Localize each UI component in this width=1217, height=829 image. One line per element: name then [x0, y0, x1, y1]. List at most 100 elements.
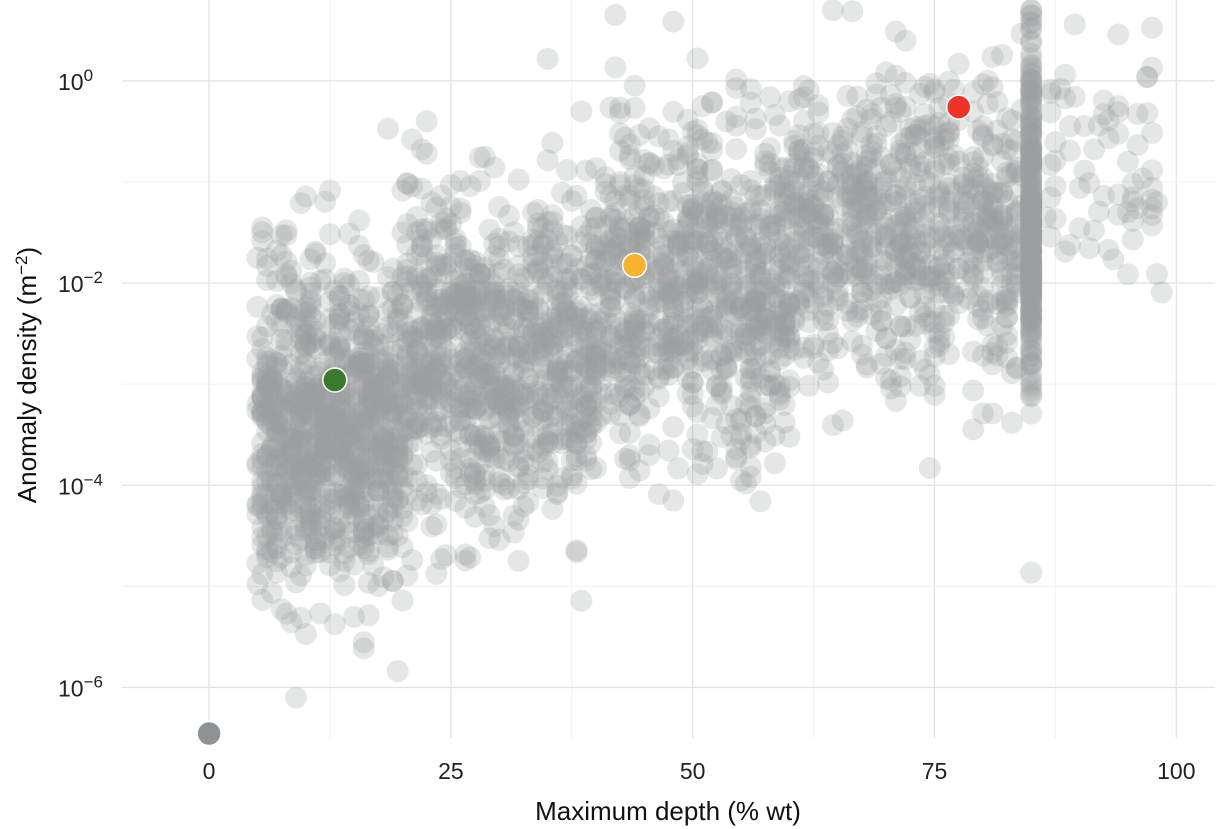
- scatter-point: [454, 272, 477, 295]
- scatter-point: [401, 320, 424, 343]
- scatter-point: [768, 348, 791, 371]
- scatter-point: [676, 382, 699, 405]
- scatter-point: [594, 166, 617, 189]
- scatter-point: [589, 310, 612, 333]
- scatter-point: [454, 281, 477, 304]
- scatter-point: [531, 312, 554, 335]
- scatter-point: [444, 457, 467, 480]
- scatter-point: [725, 105, 748, 128]
- scatter-point: [314, 433, 337, 456]
- scatter-point: [285, 370, 308, 393]
- scatter-point: [425, 277, 448, 300]
- scatter-point: [265, 351, 288, 374]
- scatter-point: [251, 385, 274, 408]
- scatter-point: [348, 437, 370, 460]
- scatter-point: [444, 419, 467, 442]
- scatter-point: [701, 196, 723, 219]
- scatter-point: [918, 457, 941, 479]
- scatter-point: [604, 189, 627, 212]
- scatter-point: [763, 103, 786, 126]
- scatter-point: [333, 574, 356, 597]
- scatter-point: [464, 287, 486, 310]
- scatter-point: [981, 227, 1004, 250]
- scatter-point: [260, 470, 283, 493]
- scatter-point: [449, 395, 472, 418]
- scatter-point: [367, 400, 390, 422]
- scatter-point: [531, 267, 554, 290]
- scatter-point: [343, 521, 366, 544]
- scatter-point: [348, 390, 370, 413]
- scatter-point: [778, 293, 801, 316]
- scatter-point: [372, 463, 395, 486]
- scatter-point: [575, 338, 598, 361]
- scatter-point: [396, 348, 419, 371]
- scatter-point: [797, 79, 820, 102]
- scatter-point: [362, 413, 385, 436]
- scatter-point: [396, 172, 419, 195]
- scatter-point: [720, 395, 743, 417]
- scatter-point: [894, 348, 917, 371]
- scatter-point: [647, 270, 670, 293]
- scatter-point: [594, 173, 617, 196]
- scatter-point: [1020, 380, 1043, 403]
- scatter-point: [391, 497, 414, 520]
- x-axis-ticks: 0 25 50 75 100: [203, 758, 1196, 784]
- scatter-point: [744, 357, 767, 380]
- scatter-point: [681, 371, 704, 394]
- scatter-point: [289, 451, 312, 474]
- scatter-point: [415, 289, 438, 312]
- scatter-point: [251, 386, 274, 409]
- scatter-point: [604, 383, 627, 406]
- scatter-point: [459, 423, 482, 446]
- scatter-point: [260, 468, 283, 490]
- scatter-point: [662, 326, 685, 349]
- y-axis-title-superscript: −2: [12, 255, 31, 274]
- scatter-point: [338, 497, 361, 519]
- scatter-point: [357, 249, 380, 272]
- scatter-point: [947, 223, 970, 246]
- scatter-point: [420, 294, 443, 317]
- scatter-point: [565, 312, 588, 335]
- scatter-point: [381, 405, 404, 428]
- scatter-point: [657, 276, 680, 298]
- scatter-point: [410, 376, 433, 399]
- scatter-point: [662, 287, 685, 310]
- scatter-point: [754, 396, 777, 419]
- scatter-point: [792, 279, 815, 302]
- scatter-point: [759, 375, 782, 398]
- scatter-point: [681, 383, 704, 406]
- scatter-point: [676, 135, 699, 158]
- scatter-point: [541, 387, 564, 410]
- scatter-point: [488, 528, 511, 551]
- scatter-point: [744, 184, 767, 207]
- scatter-point: [449, 288, 472, 311]
- scatter-point: [309, 440, 332, 463]
- scatter-point: [580, 274, 603, 297]
- scatter-point: [251, 400, 274, 423]
- scatter-point: [483, 329, 506, 352]
- scatter-point: [425, 298, 448, 320]
- scatter-point: [754, 301, 777, 324]
- scatter-point: [531, 321, 554, 344]
- scatter-point: [739, 298, 762, 321]
- scatter-point: [701, 305, 723, 327]
- scatter-point: [546, 361, 569, 384]
- scatter-point: [662, 218, 685, 241]
- scatter-point: [396, 364, 419, 387]
- scatter-point: [260, 491, 283, 514]
- scatter-point: [497, 382, 520, 404]
- scatter-point: [251, 365, 274, 388]
- scatter-point: [377, 444, 399, 467]
- scatter-point: [623, 96, 646, 119]
- scatter-point: [348, 356, 370, 379]
- scatter-point: [319, 492, 341, 515]
- scatter-point: [739, 234, 762, 257]
- scatter-point: [449, 289, 472, 312]
- scatter-point: [662, 139, 685, 162]
- scatter-point: [314, 476, 337, 499]
- scatter-point: [260, 383, 283, 406]
- scatter-point: [517, 342, 540, 365]
- scatter-point: [478, 527, 501, 550]
- scatter-point: [739, 456, 762, 479]
- scatter-point: [609, 102, 632, 125]
